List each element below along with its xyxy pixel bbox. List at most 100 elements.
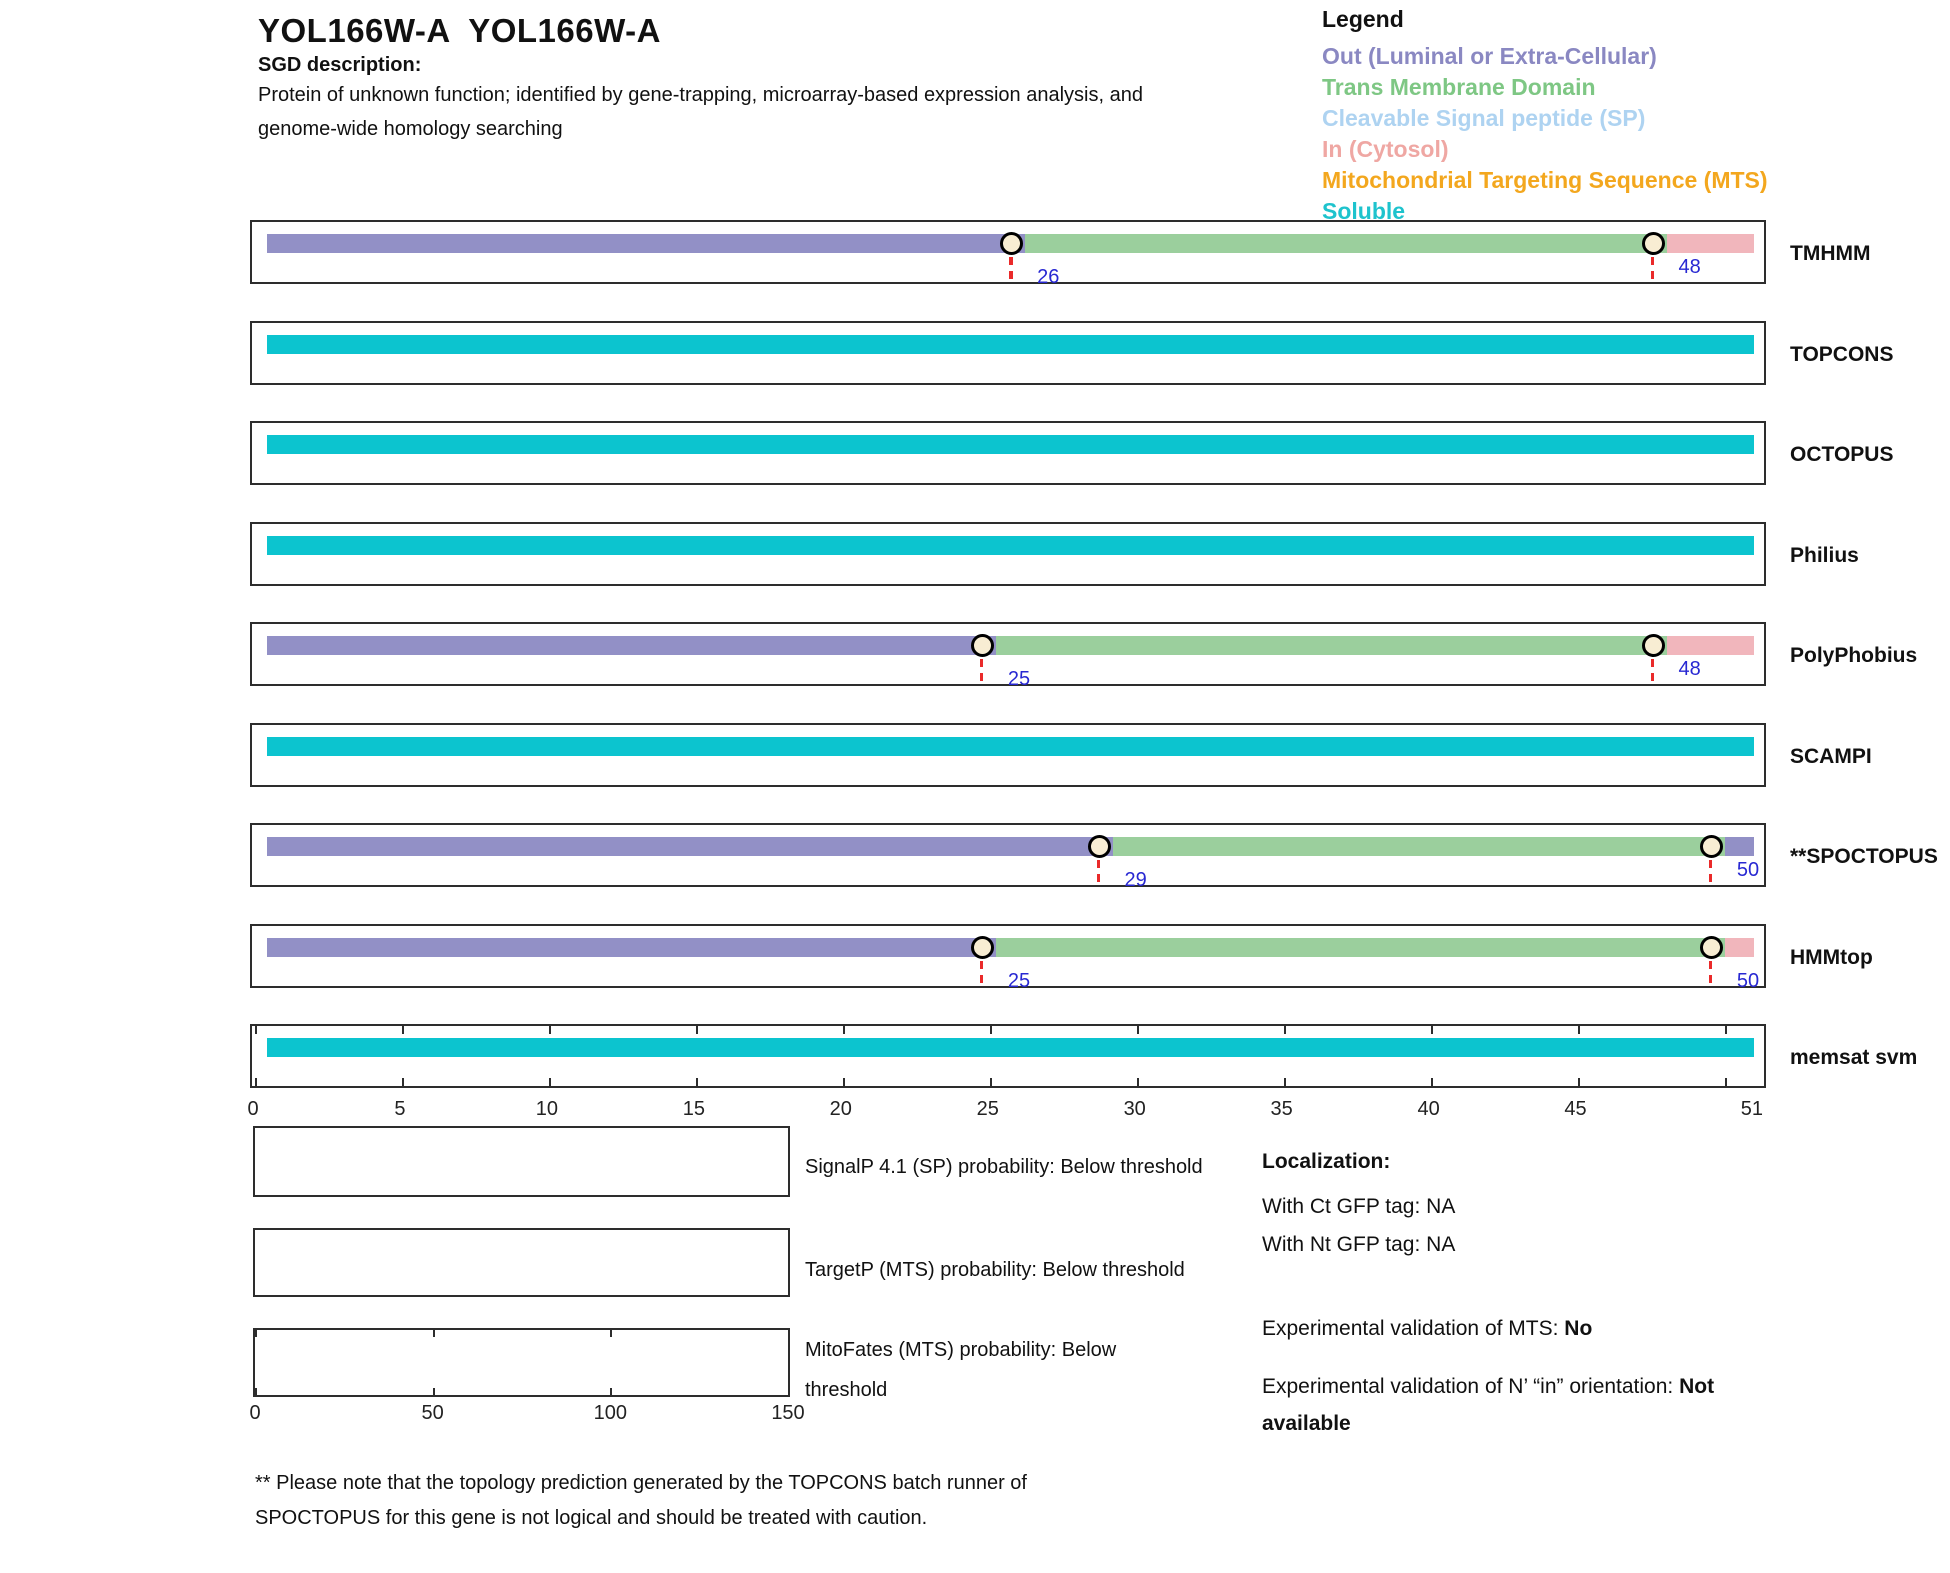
boundary-marker <box>970 936 994 959</box>
ruler-tick <box>548 1026 551 1034</box>
legend-item: In (Cytosol) <box>1322 136 1449 162</box>
track-box <box>250 522 1766 586</box>
axis-tick-label: 45 <box>1564 1098 1587 1120</box>
segment-soluble <box>267 435 1754 454</box>
ruler-tick <box>1724 1078 1727 1086</box>
segment-out <box>267 636 996 655</box>
footnote-line: SPOCTOPUS for this gene is not logical a… <box>255 1507 928 1529</box>
boundary-position-label: 26 <box>1037 266 1060 288</box>
track-box <box>250 321 1766 385</box>
ruler-tick <box>548 1078 551 1086</box>
orientation-validation-line1: Experimental validation of N’ “in” orien… <box>1262 1368 1714 1405</box>
nt-gfp-tag-line: With Nt GFP tag: NA <box>1262 1233 1456 1256</box>
legend-title: Legend <box>1322 6 1404 32</box>
probability-axis-tick <box>432 1330 435 1337</box>
ruler-tick <box>842 1078 845 1086</box>
boundary-marker <box>1699 936 1723 959</box>
segment-tm <box>1112 837 1725 856</box>
track-label: TMHMM <box>1790 242 1871 265</box>
ruler-tick <box>1577 1026 1580 1034</box>
mts-validation-prefix: Experimental validation of MTS: <box>1262 1317 1565 1340</box>
legend-item: Trans Membrane Domain <box>1322 74 1596 100</box>
track-box: 29 50 <box>250 823 1766 891</box>
track-label: PolyPhobius <box>1790 644 1918 667</box>
segment-in <box>1666 234 1754 253</box>
probability-axis-label: 0 <box>249 1402 261 1424</box>
track-label: HMMtop <box>1790 946 1873 969</box>
boundary-position-label: 48 <box>1678 658 1701 680</box>
sgd-description-line: Protein of unknown function; identified … <box>258 84 1143 106</box>
track-label: OCTOPUS <box>1790 443 1894 466</box>
track-box: 26 48 <box>250 220 1766 288</box>
axis-tick-label: 15 <box>682 1098 705 1120</box>
ruler-tick <box>842 1026 845 1034</box>
track-box: 25 50 <box>250 924 1766 992</box>
legend-item: Mitochondrial Targeting Sequence (MTS) <box>1322 167 1768 193</box>
segment-tm <box>995 938 1725 957</box>
track-label: **SPOCTOPUS <box>1790 845 1938 868</box>
mts-validation-line: Experimental validation of MTS: No <box>1262 1310 1592 1347</box>
ruler-tick <box>1136 1026 1139 1034</box>
mitofates-caption-line: threshold <box>805 1379 888 1401</box>
ruler-tick <box>695 1078 698 1086</box>
probability-axis-label: 50 <box>421 1402 444 1424</box>
axis-tick-label: 10 <box>535 1098 559 1120</box>
boundary-position-label: 50 <box>1736 970 1760 992</box>
ruler-tick <box>1136 1078 1139 1086</box>
segment-out <box>1724 837 1754 856</box>
track-box: 25 48 <box>250 622 1766 690</box>
ruler-tick <box>695 1026 698 1034</box>
boundary-marker <box>1641 232 1665 255</box>
axis-tick-label: 20 <box>829 1098 852 1120</box>
boundary-dashed-line <box>1096 846 1101 887</box>
probability-axis-tick <box>610 1388 613 1395</box>
mitofates-caption: MitoFates (MTS) probability: Below thres… <box>805 1330 1116 1410</box>
boundary-dashed-line <box>1009 243 1013 284</box>
probability-axis-tick <box>788 1388 790 1395</box>
ruler-tick <box>1724 1026 1727 1034</box>
axis-tick-label: 35 <box>1270 1098 1293 1120</box>
orientation-validation-value: Not <box>1679 1375 1715 1398</box>
boundary-marker <box>1641 634 1665 657</box>
signalp-probability-plot <box>253 1126 790 1197</box>
segment-out <box>267 837 1113 856</box>
ruler-tick <box>989 1078 992 1086</box>
ruler-tick <box>1430 1026 1433 1034</box>
axis-tick-label: 0 <box>247 1098 259 1120</box>
page-title: YOL166W-A YOL166W-A <box>258 12 661 49</box>
boundary-marker <box>1000 232 1024 255</box>
mts-validation-value: No <box>1564 1317 1593 1340</box>
ruler-tick <box>1577 1078 1580 1086</box>
probability-axis-tick <box>432 1388 435 1395</box>
probability-axis-tick <box>610 1330 613 1337</box>
segment-tm <box>995 636 1667 655</box>
orientation-validation-value-line2: available <box>1262 1412 1351 1435</box>
track-box <box>250 1024 1766 1088</box>
segment-soluble <box>267 335 1754 354</box>
segment-out <box>267 938 996 957</box>
segment-in <box>1666 636 1754 655</box>
track-label: Philius <box>1790 544 1859 567</box>
sgd-description: Protein of unknown function; identified … <box>258 78 1143 146</box>
ruler-tick <box>255 1026 257 1034</box>
axis-tick-label: 40 <box>1417 1098 1440 1120</box>
orientation-validation-prefix: Experimental validation of N’ “in” orien… <box>1262 1375 1680 1398</box>
legend-item: Soluble <box>1322 198 1406 224</box>
ruler-tick <box>255 1078 257 1086</box>
axis-tick-label: 5 <box>394 1098 406 1120</box>
probability-axis-tick <box>255 1330 257 1337</box>
boundary-position-label: 50 <box>1736 859 1760 881</box>
localization-title: Localization: <box>1262 1150 1391 1173</box>
probability-axis-label: 150 <box>771 1402 805 1424</box>
axis-tick-label: 51 <box>1740 1098 1763 1120</box>
legend-item: Out (Luminal or Extra-Cellular) <box>1322 43 1657 69</box>
ruler-tick <box>1283 1026 1286 1034</box>
segment-soluble <box>267 1038 1754 1057</box>
probability-axis-label: 100 <box>593 1402 628 1424</box>
boundary-marker <box>970 634 994 657</box>
orientation-validation-line: Experimental validation of N’ “in” orien… <box>1262 1368 1714 1442</box>
legend-item: Cleavable Signal peptide (SP) <box>1322 105 1646 131</box>
segment-in <box>1724 938 1754 957</box>
boundary-dashed-line <box>1650 243 1655 284</box>
